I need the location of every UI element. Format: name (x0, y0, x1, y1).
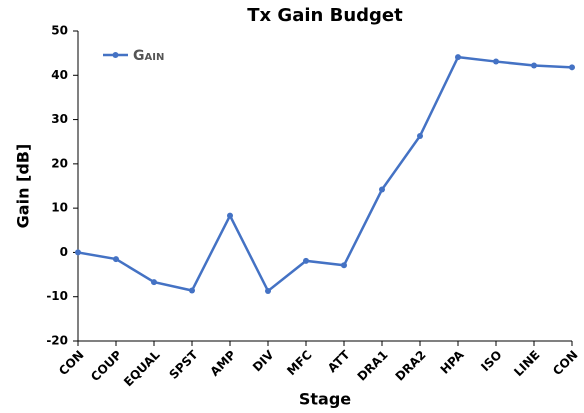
data-point (227, 212, 233, 219)
data-point (379, 186, 385, 193)
x-tick-label: DRA1 (355, 348, 391, 384)
data-point (531, 62, 537, 69)
x-axis-label: Stage (299, 390, 351, 409)
x-tick-label: AMP (207, 348, 238, 379)
x-tick-label: EQUAL (121, 347, 163, 389)
series-line (77, 55, 573, 293)
x-tick-label: SPST (166, 347, 201, 382)
x-tick-label: CON (56, 348, 86, 378)
data-point (341, 262, 347, 269)
legend-marker (112, 52, 119, 58)
x-tick-label: CON (550, 348, 580, 378)
data-point (265, 287, 271, 294)
data-point (569, 64, 575, 71)
chart-title: Tx Gain Budget (247, 5, 403, 26)
y-tick-label: 50 (51, 24, 68, 38)
y-axis-label: Gain [dB] (14, 144, 33, 229)
x-tick-label: HPA (438, 347, 468, 377)
data-point (303, 257, 309, 264)
legend-label: Gain (133, 48, 164, 64)
data-point (189, 287, 195, 294)
data-point (455, 54, 461, 61)
x-tick-label: LINE (511, 348, 542, 379)
x-tick-label: ISO (478, 348, 504, 374)
y-tick-label: 10 (51, 201, 68, 215)
x-tick-label: DRA2 (393, 348, 429, 384)
y-tick-label: -10 (46, 289, 68, 303)
y-tick-label: 30 (51, 112, 68, 126)
y-tick-label: 20 (51, 156, 68, 170)
x-tick-label: COUP (88, 348, 125, 385)
x-tick-label: DIV (250, 347, 277, 374)
data-point (417, 132, 423, 139)
x-tick-label: ATT (325, 347, 353, 375)
x-tick-label: MFC (284, 348, 315, 379)
data-point (113, 256, 119, 263)
data-point (75, 249, 81, 256)
y-tick-label: 0 (60, 245, 68, 259)
data-point (151, 279, 157, 286)
y-tick-label: -20 (46, 334, 68, 348)
data-point (493, 58, 499, 65)
y-tick-label: 40 (51, 68, 68, 82)
